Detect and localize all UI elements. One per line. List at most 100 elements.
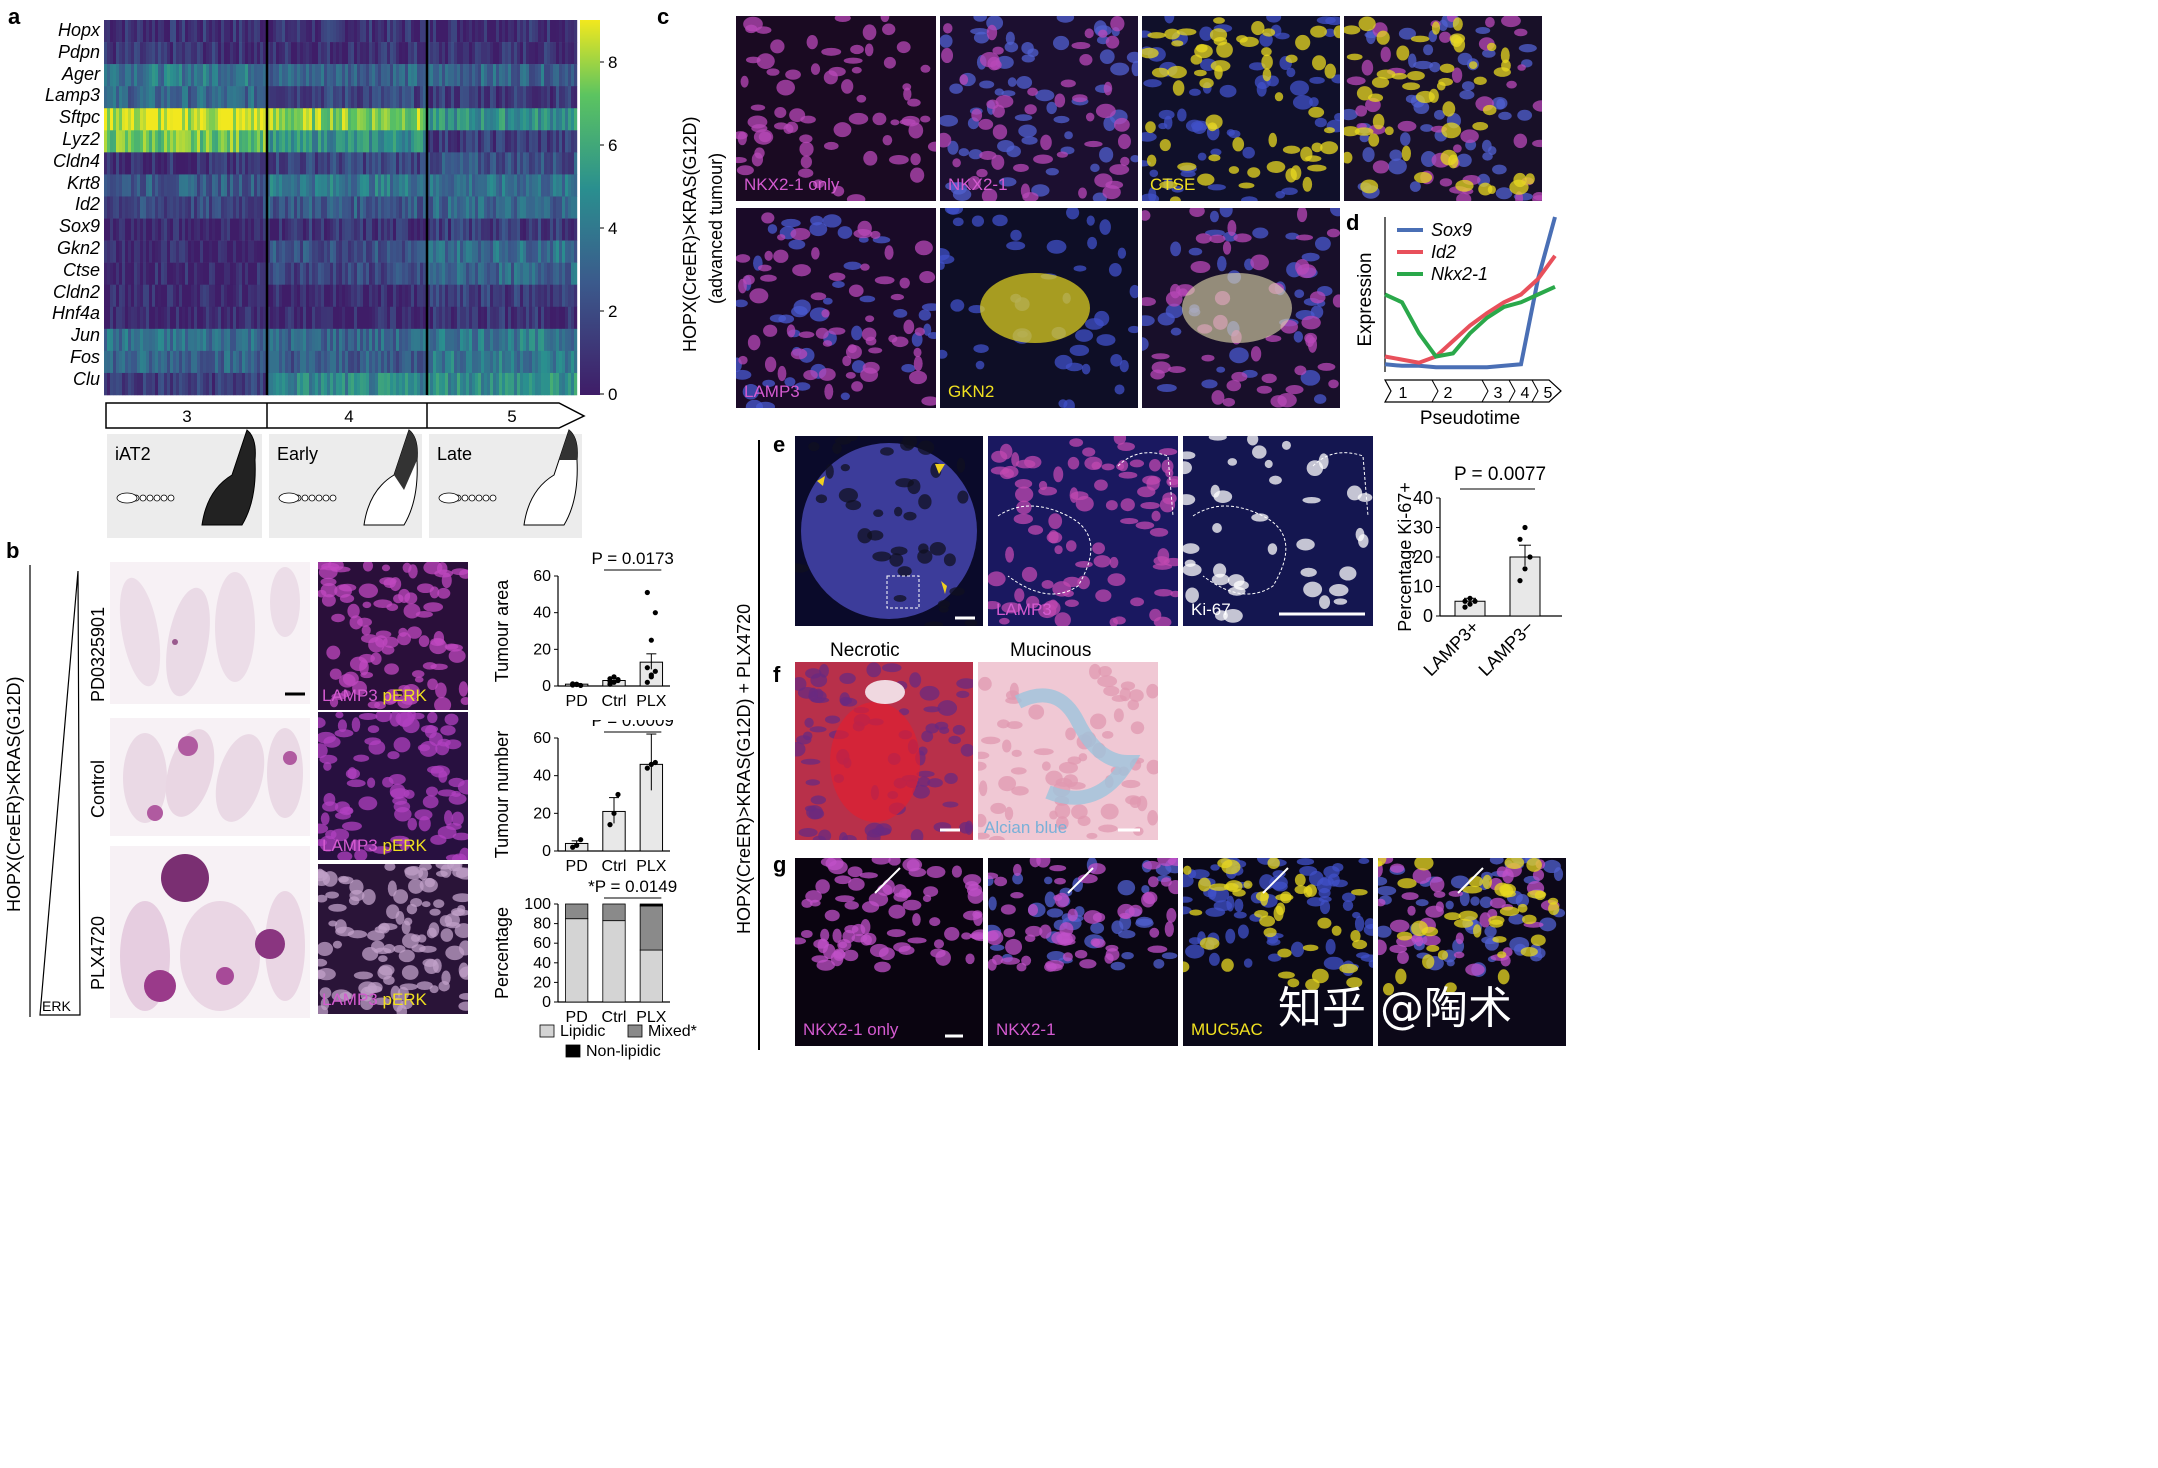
heatmap-cell [221, 328, 225, 352]
heatmap-cell [478, 174, 482, 197]
heatmap-cell [562, 284, 566, 308]
heatmap-cell [300, 372, 304, 396]
heatmap-cell [131, 350, 135, 374]
heatmap-cell [366, 108, 370, 131]
heatmap-cell [110, 196, 114, 219]
heatmap-cell [170, 42, 174, 65]
heatmap-cell [227, 350, 231, 374]
heatmap-cell [399, 174, 403, 197]
heatmap-cell [372, 108, 376, 131]
heatmap-cell [505, 350, 509, 374]
heatmap-cell [125, 174, 129, 197]
data-point [652, 668, 658, 674]
heatmap-cell [179, 20, 183, 43]
heatmap-cell [224, 64, 228, 87]
heatmap-cell [297, 218, 301, 241]
heatmap-cell [369, 328, 373, 352]
heatmap-cell [173, 42, 177, 65]
heatmap-cell [514, 108, 518, 131]
heatmap-cell [445, 306, 449, 330]
heatmap-cell [200, 108, 204, 131]
heatmap-cell [324, 284, 328, 308]
heatmap-cell [128, 218, 132, 241]
heatmap-cell [203, 306, 207, 330]
heatmap-cell [158, 108, 162, 131]
heatmap-cell [203, 196, 207, 219]
heatmap-cell [215, 240, 219, 263]
heatmap-cell [423, 306, 427, 330]
heatmap-cell [152, 130, 156, 153]
heatmap-cell [185, 108, 189, 131]
heatmap-cell [300, 130, 304, 153]
heatmap-cell [137, 218, 141, 241]
heatmap-cell [508, 108, 512, 131]
heatmap-cell [430, 372, 434, 396]
heatmap-cell [363, 240, 367, 263]
heatmap-cell [472, 42, 476, 65]
heatmap-cell [478, 130, 482, 153]
c-image-ctse: CTSE [1142, 16, 1340, 201]
heatmap-cell [270, 42, 274, 65]
heatmap-cell [230, 86, 234, 109]
heatmap-cell [128, 240, 132, 263]
heatmap-cell [282, 262, 286, 286]
heatmap-cell [270, 350, 274, 374]
heatmap-cell [122, 20, 126, 43]
heatmap-cell [197, 174, 201, 197]
heatmap-cell [128, 174, 132, 197]
heatmap-cell [493, 372, 497, 396]
heatmap-cell [445, 108, 449, 131]
heatmap-cell [433, 174, 437, 197]
heatmap-cell [270, 152, 274, 175]
heatmap-cell [463, 130, 467, 153]
heatmap-cell [227, 20, 231, 43]
heatmap-cell [523, 64, 527, 87]
heatmap-cell [179, 284, 183, 308]
heatmap-cell [242, 152, 246, 175]
heatmap-cell [236, 174, 240, 197]
heatmap-cell [282, 130, 286, 153]
heatmap-cell [402, 284, 406, 308]
heatmap-cell [140, 306, 144, 330]
y-axis-label: Expression [1355, 253, 1376, 347]
heatmap-cell [291, 372, 295, 396]
heatmap-cell [137, 328, 141, 352]
heatmap-cell [279, 328, 283, 352]
heatmap-cell [436, 284, 440, 308]
heatmap-cell [369, 64, 373, 87]
heatmap-cell [345, 218, 349, 241]
heatmap-cell [285, 240, 289, 263]
heatmap-cell [445, 196, 449, 219]
heatmap-cell [224, 240, 228, 263]
heatmap-cell [532, 86, 536, 109]
heatmap-cell [134, 328, 138, 352]
heatmap-cell [529, 306, 533, 330]
heatmap-cell [315, 350, 319, 374]
heatmap-cell [529, 20, 533, 43]
heatmap-cell [164, 284, 168, 308]
heatmap-cell [484, 86, 488, 109]
heatmap-cell [405, 328, 409, 352]
heatmap-cell [224, 328, 228, 352]
heatmap-cell [167, 196, 171, 219]
heatmap-cell [372, 262, 376, 286]
heatmap-cell [565, 108, 569, 131]
heatmap-cell [399, 108, 403, 131]
g-image-muc5ac: MUC5AC [1183, 858, 1373, 1046]
heatmap-cell [493, 284, 497, 308]
heatmap-cell [399, 328, 403, 352]
heatmap-cell [239, 350, 243, 374]
colorbar-tick: 4 [608, 219, 617, 238]
heatmap-cell [454, 108, 458, 131]
heatmap-cell [194, 196, 198, 219]
heatmap-cell [523, 328, 527, 352]
heatmap-cell [568, 306, 572, 330]
heatmap-cell [239, 108, 243, 131]
heatmap-cell [532, 42, 536, 65]
heatmap-cell [541, 64, 545, 87]
heatmap-cell [481, 328, 485, 352]
heatmap-cell [408, 86, 412, 109]
heatmap-cell [568, 130, 572, 153]
heatmap-cell [279, 262, 283, 286]
heatmap-cell [345, 240, 349, 263]
